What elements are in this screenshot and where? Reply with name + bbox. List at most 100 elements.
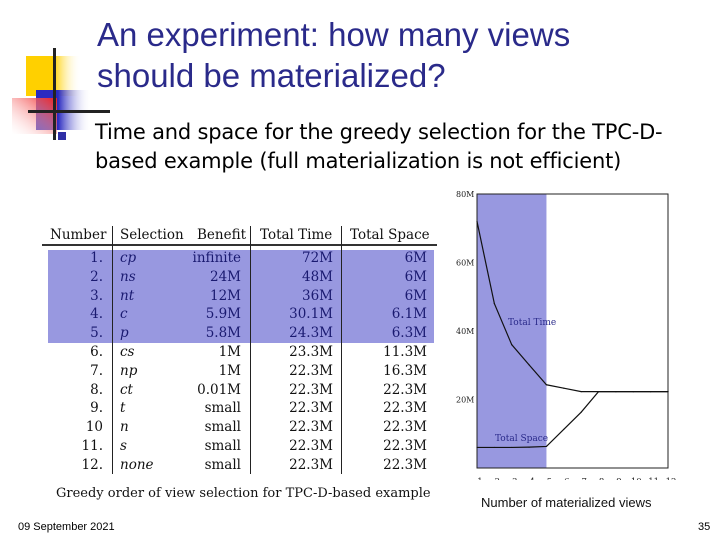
table-cell: 22.3M [289, 400, 333, 417]
highlight-region [477, 194, 547, 468]
table-cell: 22.3M [289, 381, 333, 398]
table-cell: 22.3M [383, 456, 427, 473]
table-cell: t [120, 400, 126, 417]
table-cell: none [120, 456, 154, 473]
data-point [528, 364, 530, 366]
page-number: 35 [698, 521, 711, 533]
plot-frame [476, 193, 669, 469]
table-row: 8. ct 0.01M 22.3M 22.3M [42, 382, 437, 401]
table-cell: np [120, 362, 138, 379]
table-cell: 48M [301, 268, 333, 285]
table-cell: 12. [81, 456, 103, 473]
table-cell: 7. [90, 362, 103, 379]
x-tick-label: 4 [529, 477, 534, 480]
table-cell: 22.3M [289, 419, 333, 436]
column-divider [341, 226, 342, 474]
x-tick-label: 8 [599, 477, 604, 480]
bullet-square-icon [58, 132, 66, 140]
footer-date: 09 September 2021 [18, 521, 115, 533]
x-tick-label: 3 [512, 477, 517, 480]
header-cell: Total Time [260, 227, 333, 243]
table-cell: 16.3M [383, 362, 427, 379]
x-tick-label: 1 [477, 477, 482, 480]
data-point [597, 391, 600, 393]
table-cell: 5.8M [205, 325, 241, 342]
table-cell: 1M [218, 362, 241, 379]
table-cell: 6.1M [391, 306, 427, 323]
time-space-chart: 80M60M40M20M123456789101112Total TimeTot… [456, 190, 677, 480]
table-cell: 6M [404, 250, 427, 266]
table-cell: small [204, 400, 241, 417]
table-cell: small [204, 419, 241, 436]
header-cell: Number [50, 227, 107, 243]
table-cell: 3. [90, 287, 103, 304]
table-cell: infinite [192, 250, 241, 266]
y-tick-label: 40M [456, 327, 474, 336]
x-tick-label: 6 [564, 477, 569, 480]
series-label-total-space: Total Space [495, 434, 548, 444]
y-tick-label: 80M [456, 190, 474, 199]
table-header-row: Number Selection Benefit Total Time Tota… [42, 227, 437, 246]
slide-title: An experiment: how many views should be … [97, 14, 570, 96]
table-cell: 24.3M [289, 325, 333, 342]
x-tick-label: 12 [666, 477, 677, 480]
bullet-text: Time and space for the greedy selection … [95, 120, 663, 173]
table-cell: 36M [301, 287, 333, 304]
x-axis-label: Number of materialized views [481, 495, 652, 510]
table-caption: Greedy order of view selection for TPC-D… [56, 486, 431, 501]
table-row: 5. p 5.8M 24.3M 6.3M [42, 325, 437, 344]
table-cell: small [204, 456, 241, 473]
data-point [493, 303, 495, 305]
x-tick-label: 9 [616, 477, 621, 480]
table-row: 12. none small 22.3M 22.3M [42, 457, 437, 476]
table-row: 9. t small 22.3M 22.3M [42, 400, 437, 419]
table-cell: 6M [404, 268, 427, 285]
table-cell: 22.3M [383, 438, 427, 454]
x-tick-label: 10 [631, 477, 642, 480]
table-cell: 1M [218, 344, 241, 360]
table-row: 4. c 5.9M 30.1M 6.1M [42, 306, 437, 325]
data-point [563, 428, 565, 430]
data-point [545, 445, 548, 448]
table-cell: 24M [209, 268, 241, 285]
table-cell: 4. [90, 306, 103, 323]
table-cell: 30.1M [289, 306, 333, 323]
slide-logo [12, 48, 110, 140]
data-point [580, 411, 582, 413]
y-tick-label: 20M [456, 396, 474, 405]
table-row: 2. ns 24M 48M 6M [42, 269, 437, 288]
table-cell: 22.3M [383, 419, 427, 436]
table-cell: 22.3M [383, 400, 427, 417]
table-cell: 22.3M [289, 438, 333, 454]
data-point [580, 391, 582, 393]
table-row: 11. s small 22.3M 22.3M [42, 438, 437, 457]
table-cell: 6. [90, 344, 103, 360]
table-cell: n [120, 419, 129, 436]
table-cell: 23.3M [289, 344, 333, 360]
table-row: 1. cp infinite 72M 6M [42, 250, 437, 269]
data-point [511, 344, 513, 346]
table-cell: 11.3M [383, 344, 427, 360]
table-cell: 2. [90, 268, 103, 285]
column-divider [112, 226, 113, 474]
table-row: 10 n small 22.3M 22.3M [42, 419, 437, 438]
data-point [667, 391, 669, 393]
table-row: 3. nt 12M 36M 6M [42, 288, 437, 307]
data-point [563, 387, 565, 389]
table-cell: 12M [209, 287, 241, 304]
data-point [511, 446, 513, 449]
header-cell: Total Space [350, 227, 430, 243]
table-cell: p [120, 325, 129, 342]
x-tick-label: 7 [581, 477, 586, 480]
table-cell: c [120, 306, 128, 323]
data-point [545, 384, 548, 386]
header-divider [42, 244, 437, 246]
table-cell: s [120, 438, 127, 454]
data-point [650, 391, 652, 393]
table-cell: cs [120, 344, 135, 360]
data-point [528, 446, 530, 448]
table-cell: 6.3M [391, 325, 427, 342]
table-cell: 0.01M [197, 381, 241, 398]
table-row: 7. np 1M 22.3M 16.3M [42, 363, 437, 382]
table-cell: cp [120, 250, 137, 266]
